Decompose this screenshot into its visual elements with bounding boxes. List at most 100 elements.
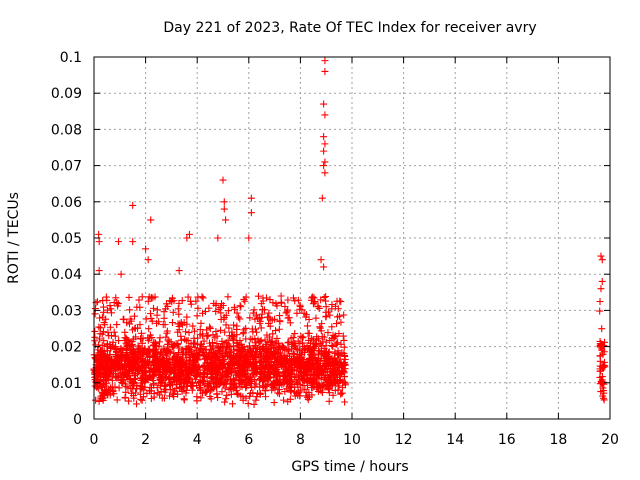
data-point xyxy=(192,373,200,381)
data-point xyxy=(164,302,172,310)
data-point xyxy=(598,325,606,333)
data-point xyxy=(281,388,289,396)
data-point xyxy=(206,324,214,332)
data-point xyxy=(187,297,195,305)
data-point xyxy=(321,57,329,65)
data-point xyxy=(296,301,304,309)
data-point xyxy=(222,338,230,346)
data-point xyxy=(194,293,202,301)
data-point xyxy=(104,358,112,366)
data-point xyxy=(183,313,191,321)
data-point xyxy=(221,398,229,406)
data-point xyxy=(266,296,274,304)
data-point xyxy=(317,327,325,335)
data-point xyxy=(131,372,139,380)
data-point xyxy=(142,368,150,376)
data-point xyxy=(190,360,198,368)
data-point xyxy=(254,354,262,362)
data-point xyxy=(597,388,605,396)
data-point xyxy=(174,320,182,328)
data-point xyxy=(150,304,158,312)
data-point xyxy=(293,309,301,317)
data-point xyxy=(325,374,333,382)
data-point xyxy=(242,361,250,369)
data-point xyxy=(600,361,608,369)
data-point xyxy=(601,358,609,366)
data-point xyxy=(129,345,137,353)
data-point xyxy=(271,370,279,378)
data-point xyxy=(256,319,264,327)
data-point xyxy=(221,328,229,336)
data-point xyxy=(172,340,180,348)
data-point xyxy=(116,355,124,363)
data-point xyxy=(128,340,136,348)
data-point xyxy=(91,305,99,313)
data-point xyxy=(341,365,349,373)
data-point xyxy=(198,377,206,385)
data-point xyxy=(328,305,336,313)
data-point xyxy=(321,158,329,166)
data-point xyxy=(135,347,143,355)
data-point xyxy=(235,379,243,387)
data-point xyxy=(337,389,345,397)
data-point xyxy=(125,397,133,405)
data-point xyxy=(228,354,236,362)
data-point xyxy=(596,352,604,360)
data-point xyxy=(301,385,309,393)
data-point xyxy=(329,370,337,378)
data-point xyxy=(177,336,185,344)
data-point xyxy=(209,367,217,375)
data-point xyxy=(596,297,604,305)
data-point xyxy=(312,336,320,344)
data-point xyxy=(93,352,101,360)
data-point xyxy=(112,352,120,360)
data-point xyxy=(596,307,604,315)
data-point xyxy=(303,342,311,350)
x-tick-label: 6 xyxy=(244,432,253,448)
data-point xyxy=(294,383,302,391)
data-point xyxy=(222,373,230,381)
data-point xyxy=(104,328,112,336)
data-point xyxy=(123,354,131,362)
data-point xyxy=(175,371,183,379)
data-point xyxy=(284,306,292,314)
data-point xyxy=(284,369,292,377)
data-point xyxy=(321,67,329,75)
data-point xyxy=(169,342,177,350)
data-point xyxy=(262,393,270,401)
data-point xyxy=(259,294,267,302)
data-point xyxy=(178,321,186,329)
data-point xyxy=(331,333,339,341)
chart-title: Day 221 of 2023, Rate Of TEC Index for r… xyxy=(163,20,536,36)
data-point xyxy=(95,267,103,275)
data-point xyxy=(220,205,228,213)
data-point xyxy=(181,335,189,343)
data-point xyxy=(266,362,274,370)
data-point xyxy=(275,325,283,333)
data-point xyxy=(156,365,164,373)
data-point xyxy=(93,371,101,379)
data-point xyxy=(120,371,128,379)
data-point xyxy=(244,373,252,381)
data-point xyxy=(215,347,223,355)
data-point xyxy=(147,310,155,318)
data-point xyxy=(302,392,310,400)
data-point xyxy=(304,345,312,353)
data-point xyxy=(299,382,307,390)
data-point xyxy=(193,355,201,363)
data-point xyxy=(279,342,287,350)
data-point xyxy=(339,378,347,386)
data-point xyxy=(108,362,116,370)
data-point xyxy=(208,353,216,361)
axis-ticks xyxy=(93,56,611,420)
data-point xyxy=(250,306,258,314)
data-point xyxy=(214,374,222,382)
data-point xyxy=(296,347,304,355)
data-point xyxy=(294,296,302,304)
data-point xyxy=(269,330,277,338)
data-point xyxy=(178,360,186,368)
data-point xyxy=(137,329,145,337)
data-point xyxy=(193,312,201,320)
data-point xyxy=(121,380,129,388)
data-point xyxy=(187,339,195,347)
